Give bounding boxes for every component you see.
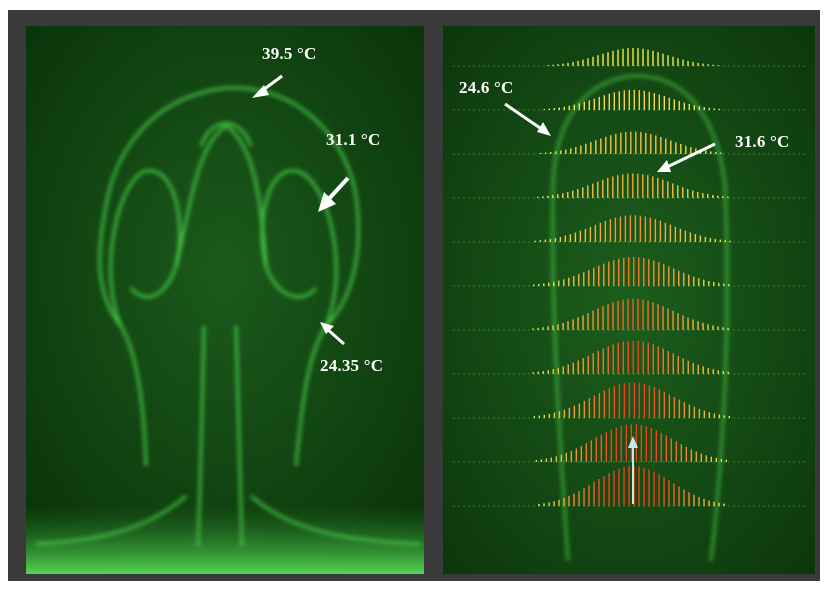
label-31-6c: 31.6 °C [735,132,790,151]
right-panel-velocity-field: 24.6 °C 31.6 °C [443,26,815,574]
label-39-5c: 39.5 °C [262,44,317,63]
label-24-6c: 24.6 °C [459,78,514,97]
velocity-vector-image [443,26,815,574]
plume-image-left [26,26,424,574]
label-31-1c: 31.1 °C [326,130,381,149]
label-24-35c: 24.35 °C [320,356,384,375]
left-panel-plume-image: 39.5 °C 31.1 °C 24.35 °C [26,26,424,574]
